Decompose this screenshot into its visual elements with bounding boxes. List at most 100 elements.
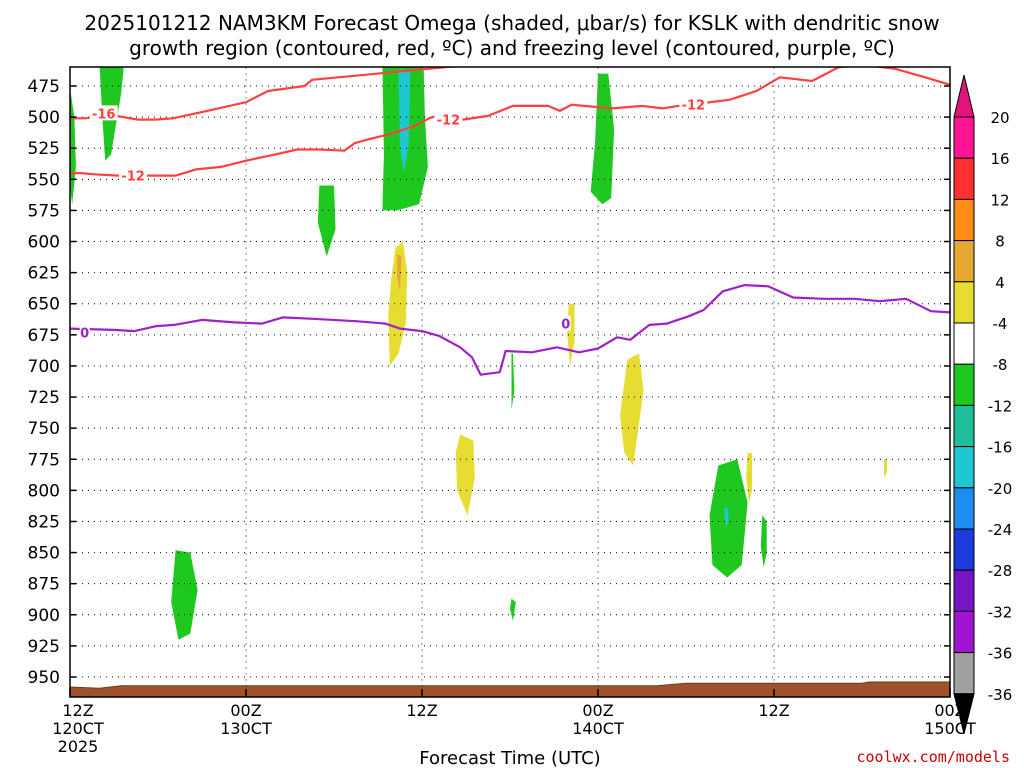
contour-label-0: -16 — [92, 107, 116, 122]
y-tick-label-950: 950 — [28, 668, 60, 688]
x-axis-label: Forecast Time (UTC) — [419, 748, 600, 768]
omega-region-14 — [511, 353, 515, 410]
contour-label-bg-1 — [119, 167, 148, 183]
colorbar-swatch-11 — [953, 569, 975, 612]
colorbar-swatch-5 — [953, 322, 975, 365]
contour-labels: -16 -12 -12 -12 0 0 — [79, 96, 708, 341]
title-line-2: growth region (contoured, red, ºC) and f… — [129, 36, 895, 60]
y-tick-label-900: 900 — [28, 606, 60, 626]
omega-region-8 — [455, 434, 475, 516]
colorbar-swatch-7 — [953, 404, 975, 448]
colorbar-label-2: 12 — [990, 191, 1009, 209]
colorbar-label-10: -24 — [988, 521, 1013, 539]
omega-region-12 — [884, 459, 887, 478]
contour-label-2: -12 — [437, 114, 461, 129]
colorbar-label-8: -16 — [988, 439, 1013, 457]
omega-region-7 — [397, 254, 402, 292]
y-tick-label-875: 875 — [28, 575, 60, 595]
omega-region-6 — [388, 241, 408, 366]
omega-region-2 — [317, 185, 336, 257]
colorbar-swatch-12 — [953, 610, 975, 654]
x-tick-label-48-0: 12Z — [758, 701, 789, 720]
chart-title: 2025101212 NAM3KM Forecast Omega (shaded… — [84, 11, 939, 60]
contour-line-0 — [70, 67, 460, 121]
y-tick-label-525: 525 — [28, 139, 60, 159]
colorbar-label-12: -32 — [988, 603, 1013, 621]
colorbar-label-9: -20 — [988, 480, 1013, 498]
omega-region-16 — [171, 550, 198, 640]
omega-region-17 — [709, 459, 748, 578]
colorbar-swatch-2 — [953, 198, 975, 242]
colorbar-top-arrow — [953, 74, 975, 118]
omega-region-18 — [724, 506, 729, 528]
contour-label-bg-2 — [434, 111, 463, 127]
plot-area: -16 -12 -12 -12 0 0 — [69, 66, 951, 698]
ground-fill — [69, 681, 951, 698]
plot-frame — [69, 66, 951, 698]
y-tick-label-575: 575 — [28, 201, 60, 221]
colorbar-swatch-10 — [953, 528, 975, 571]
colorbar-label-6: -8 — [993, 356, 1008, 374]
x-tick-label-0-1: 120CT — [52, 719, 104, 738]
contour-lines — [70, 67, 950, 376]
y-tick-label-825: 825 — [28, 512, 60, 532]
x-tick-label-60-1: 150CT — [924, 719, 976, 738]
y-tick-label-775: 775 — [28, 450, 60, 470]
y-tick-label-600: 600 — [28, 233, 60, 253]
contour-label-bg-4 — [79, 324, 90, 340]
contour-label-4: 0 — [80, 326, 89, 341]
y-tick-label-700: 700 — [28, 357, 60, 377]
y-axis: 475 500 525 550 575 600 625 650 675 700 725 750 775 8… — [28, 77, 950, 688]
colorbar-label-11: -28 — [988, 562, 1013, 580]
colorbar-swatch-8 — [953, 446, 975, 489]
x-tick-label-36-0: 00Z — [582, 701, 613, 720]
x-tick-label-0-2: 2025 — [58, 737, 99, 756]
omega-region-4 — [398, 69, 411, 174]
colorbar-swatch-6 — [953, 363, 975, 406]
y-tick-label-475: 475 — [28, 77, 60, 97]
gridlines — [70, 67, 950, 697]
colorbar-label-7: -12 — [988, 397, 1013, 415]
contour-label-bg-5 — [560, 315, 571, 331]
colorbar-swatch-9 — [953, 487, 975, 530]
omega-region-15 — [510, 598, 516, 621]
omega-region-5 — [590, 73, 615, 205]
colorbar-label-4: 4 — [995, 274, 1005, 292]
colorbar-label-0: 20 — [990, 109, 1009, 127]
x-tick-label-0-0: 12Z — [62, 701, 93, 720]
colorbar-label-5: -4 — [993, 315, 1008, 333]
title-line-1: 2025101212 NAM3KM Forecast Omega (shaded… — [84, 11, 939, 35]
contour-label-3: -12 — [682, 99, 706, 114]
contour-label-1: -12 — [121, 170, 145, 185]
colorbar-label-1: 16 — [990, 150, 1009, 168]
contour-line-2 — [70, 284, 950, 376]
y-tick-label-625: 625 — [28, 264, 60, 284]
colorbar-label-end: -36 — [988, 686, 1013, 704]
contour-label-bg-3 — [679, 96, 708, 112]
omega-region-19 — [760, 515, 767, 568]
colorbar-swatch-0 — [953, 116, 975, 159]
credit-text: coolwx.com/models — [856, 748, 1010, 766]
contour-line-1 — [70, 67, 950, 177]
colorbar-label-13: -36 — [988, 645, 1013, 663]
omega-region-11 — [746, 453, 752, 503]
y-tick-label-750: 750 — [28, 419, 60, 439]
x-tick-label-24-0: 12Z — [406, 701, 437, 720]
omega-shading — [70, 67, 887, 640]
y-tick-label-850: 850 — [28, 544, 60, 564]
x-tick-label-12-0: 00Z — [230, 701, 261, 720]
contour-label-5: 0 — [561, 318, 570, 333]
x-tick-label-36-1: 140CT — [572, 719, 624, 738]
y-tick-label-500: 500 — [28, 108, 60, 128]
ground-surface — [69, 681, 951, 698]
y-tick-label-800: 800 — [28, 481, 60, 501]
y-tick-label-550: 550 — [28, 170, 60, 190]
colorbar-label-3: 8 — [995, 233, 1005, 251]
omega-region-10 — [620, 353, 644, 466]
colorbar-swatch-3 — [953, 240, 975, 283]
colorbar-swatch-13 — [953, 652, 975, 695]
colorbar-bottom-arrow — [953, 693, 975, 734]
y-tick-label-650: 650 — [28, 295, 60, 315]
